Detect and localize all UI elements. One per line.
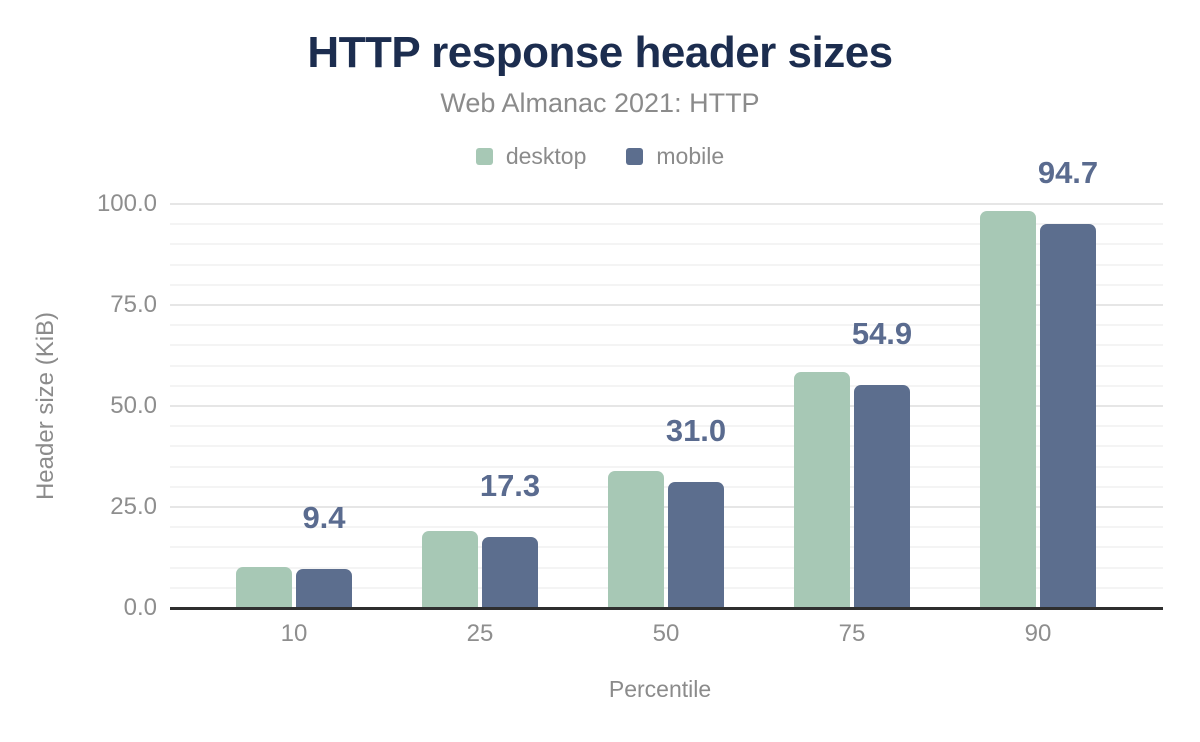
major-gridline xyxy=(170,203,1163,205)
minor-gridline xyxy=(170,485,1163,488)
plot-area: 9.4 17.3 31.0 54.9 94.7 xyxy=(170,155,1163,610)
y-axis-tick-75.0: 75.0 xyxy=(110,291,157,318)
x-axis-line xyxy=(170,607,1163,610)
desktop-bar-p10 xyxy=(236,566,292,607)
desktop-bar-p25 xyxy=(422,530,478,607)
legend-label: desktop xyxy=(505,143,587,169)
desktop-bar-p75 xyxy=(794,371,850,607)
minor-gridline xyxy=(170,445,1163,448)
x-axis-tick-10: 10 xyxy=(280,620,308,647)
minor-gridline xyxy=(170,384,1163,387)
minor-gridline xyxy=(170,546,1163,549)
minor-gridline xyxy=(170,526,1163,529)
minor-gridline xyxy=(170,324,1163,327)
minor-gridline xyxy=(170,283,1163,286)
x-axis-title: Percentile xyxy=(608,676,712,702)
legend-swatch-mobile xyxy=(626,148,644,165)
x-axis-tick-75: 75 xyxy=(838,620,866,647)
mobile-bar-p25 xyxy=(482,537,538,607)
major-gridline xyxy=(170,304,1163,306)
mobile-bar-p75 xyxy=(854,385,910,607)
major-gridline xyxy=(170,506,1163,508)
y-axis-title: Header size (KiB) xyxy=(32,311,59,501)
minor-gridline xyxy=(170,465,1163,468)
minor-gridline xyxy=(170,344,1163,347)
desktop-bar-p90 xyxy=(980,211,1036,607)
y-axis-tick-25.0: 25.0 xyxy=(110,493,157,520)
x-axis-tick-25: 25 xyxy=(466,620,494,647)
data-label-p90: 94.7 xyxy=(1037,155,1099,191)
chart-subtitle: Web Almanac 2021: HTTP xyxy=(440,88,760,118)
minor-gridline xyxy=(170,243,1163,246)
data-label-p50: 31.0 xyxy=(665,412,727,448)
legend-label: mobile xyxy=(656,143,725,169)
minor-gridline xyxy=(170,263,1163,266)
chart-title: HTTP response header sizes xyxy=(307,28,893,77)
x-axis-tick-50: 50 xyxy=(652,620,680,647)
minor-gridline xyxy=(170,586,1163,589)
legend-swatch-desktop xyxy=(475,148,493,165)
minor-gridline xyxy=(170,364,1163,367)
minor-gridline xyxy=(170,566,1163,569)
minor-gridline xyxy=(170,223,1163,226)
data-label-p10: 9.4 xyxy=(302,500,346,536)
major-gridline xyxy=(170,405,1163,407)
data-label-p25: 17.3 xyxy=(479,468,541,504)
y-axis-tick-0.0: 0.0 xyxy=(123,594,157,621)
y-axis-tick-100.0: 100.0 xyxy=(96,190,157,217)
data-label-p75: 54.9 xyxy=(851,316,913,352)
desktop-bar-p50 xyxy=(608,470,664,607)
legend-item-desktop: desktop xyxy=(475,143,587,170)
mobile-bar-p50 xyxy=(668,481,724,607)
legend-item-mobile: mobile xyxy=(626,143,724,170)
legend: desktop mobile xyxy=(0,143,1200,170)
x-axis-tick-90: 90 xyxy=(1024,620,1052,647)
y-axis-tick-50.0: 50.0 xyxy=(110,392,157,419)
mobile-bar-p10 xyxy=(296,569,352,607)
minor-gridline xyxy=(170,425,1163,428)
mobile-bar-p90 xyxy=(1040,224,1096,607)
